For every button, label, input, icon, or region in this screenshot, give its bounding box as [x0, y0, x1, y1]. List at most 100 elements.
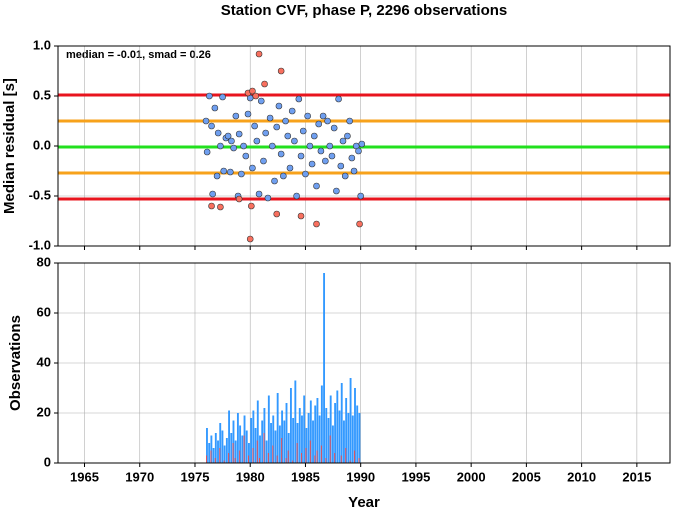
point — [217, 203, 224, 211]
point — [275, 102, 283, 110]
point — [324, 117, 331, 125]
point — [299, 127, 307, 135]
bar — [345, 448, 347, 463]
bar — [214, 433, 217, 463]
bar — [239, 450, 241, 463]
chart-title: Station CVF, phase P, 2296 observations — [221, 2, 508, 19]
point — [344, 132, 351, 140]
point — [350, 167, 358, 175]
x-tick-label: 1980 — [236, 469, 265, 484]
bar — [331, 425, 334, 463]
bar — [338, 410, 341, 463]
bar — [351, 415, 354, 463]
bar — [212, 448, 215, 463]
point — [208, 202, 215, 210]
point — [306, 142, 314, 150]
bar — [305, 428, 308, 463]
point — [284, 132, 292, 140]
point — [302, 170, 309, 178]
point — [235, 130, 243, 138]
bar — [296, 443, 298, 463]
point — [315, 120, 323, 128]
point — [277, 150, 285, 158]
bar — [292, 460, 294, 463]
point — [337, 162, 345, 170]
bar — [265, 440, 268, 463]
point — [248, 202, 255, 210]
point — [246, 235, 254, 243]
bar — [358, 458, 360, 463]
point — [228, 137, 235, 145]
bar — [309, 440, 311, 463]
bar — [232, 420, 235, 463]
bar — [256, 400, 259, 463]
point — [224, 132, 232, 140]
x-tick-label: 1985 — [291, 469, 320, 484]
y-tick-label: 1.0 — [33, 37, 51, 52]
point — [330, 124, 338, 132]
bar — [221, 430, 224, 463]
point — [253, 137, 261, 145]
x-tick-label: 2015 — [622, 469, 651, 484]
bar — [323, 273, 326, 463]
bar — [206, 428, 208, 463]
bar — [347, 413, 350, 463]
x-tick-label: 1995 — [401, 469, 430, 484]
y-tick-label: 80 — [37, 254, 51, 269]
bar — [278, 425, 281, 463]
point — [262, 129, 269, 137]
bar — [234, 458, 236, 463]
bar — [270, 423, 272, 463]
point — [220, 167, 228, 175]
bar — [219, 423, 222, 463]
bar — [294, 380, 297, 463]
bar — [305, 448, 307, 463]
point — [273, 210, 281, 218]
point — [277, 67, 285, 75]
point — [313, 182, 320, 190]
point — [209, 190, 216, 198]
point — [356, 220, 363, 228]
bar — [281, 410, 284, 463]
point — [348, 154, 356, 162]
bar — [236, 413, 239, 463]
point — [357, 192, 364, 200]
x-tick-label: 1975 — [181, 469, 210, 484]
point — [255, 50, 263, 58]
bar — [349, 460, 351, 463]
bar — [256, 440, 258, 463]
annotation: median = -0.01, smad = 0.26 — [66, 49, 211, 61]
y-tick-label: -1.0 — [29, 237, 51, 252]
y-tick-label: 0 — [44, 454, 51, 469]
point — [230, 144, 237, 152]
bar — [334, 453, 336, 463]
x-axis-label: Year — [348, 494, 380, 511]
point — [264, 194, 272, 202]
bar — [309, 400, 312, 463]
y-tick-label: -0.5 — [29, 187, 51, 202]
point — [322, 157, 329, 165]
bar — [325, 458, 327, 463]
bar — [241, 435, 244, 463]
bar — [287, 450, 289, 463]
bar — [239, 425, 242, 463]
x-tick-label: 1965 — [70, 469, 99, 484]
point — [304, 112, 311, 120]
bar — [223, 445, 226, 463]
bar — [219, 448, 221, 463]
bar — [225, 438, 228, 463]
bar — [261, 420, 264, 463]
point — [240, 142, 247, 150]
y-tick-label: 0.5 — [33, 87, 51, 102]
y-tick-label: 60 — [37, 304, 51, 319]
bar — [208, 443, 211, 463]
bar — [252, 410, 255, 463]
bar — [248, 443, 250, 463]
bar — [272, 445, 274, 463]
point — [213, 172, 221, 180]
bar — [325, 408, 328, 463]
point — [260, 157, 267, 165]
bar — [340, 455, 342, 463]
